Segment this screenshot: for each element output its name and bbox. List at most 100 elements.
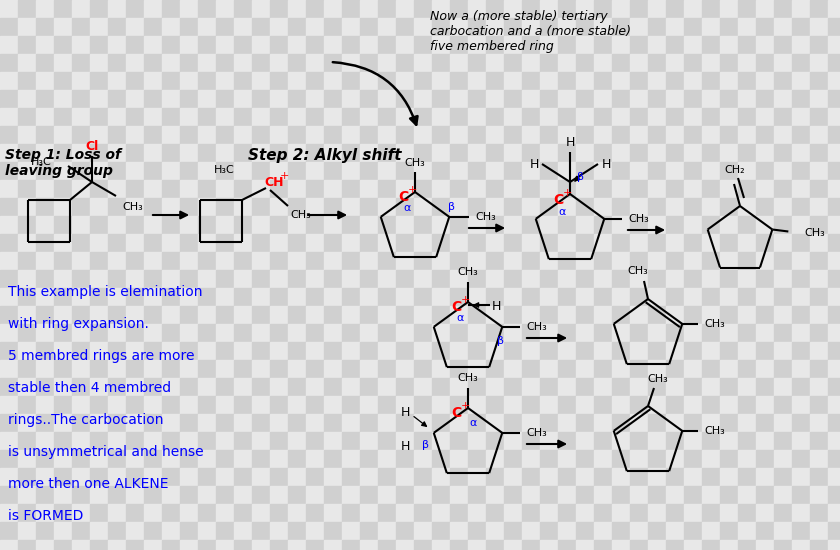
Bar: [756, 432, 774, 450]
Bar: [378, 504, 396, 522]
Bar: [0, 18, 18, 36]
Bar: [324, 0, 342, 18]
Bar: [558, 396, 576, 414]
Bar: [648, 432, 666, 450]
Bar: [738, 216, 756, 234]
Bar: [666, 396, 684, 414]
Bar: [54, 198, 72, 216]
Bar: [576, 396, 594, 414]
Bar: [18, 324, 36, 342]
Bar: [810, 144, 828, 162]
Bar: [576, 288, 594, 306]
Bar: [540, 504, 558, 522]
Bar: [270, 396, 288, 414]
Bar: [54, 360, 72, 378]
Bar: [108, 342, 126, 360]
Bar: [414, 234, 432, 252]
Bar: [54, 144, 72, 162]
Bar: [630, 162, 648, 180]
Text: CH₃: CH₃: [527, 322, 548, 332]
Bar: [198, 504, 216, 522]
Bar: [558, 180, 576, 198]
Bar: [774, 36, 792, 54]
Bar: [54, 486, 72, 504]
Bar: [756, 36, 774, 54]
Bar: [252, 234, 270, 252]
Bar: [234, 522, 252, 540]
Bar: [36, 504, 54, 522]
Bar: [72, 126, 90, 144]
Bar: [288, 360, 306, 378]
Text: α: α: [470, 418, 476, 428]
Bar: [522, 126, 540, 144]
Bar: [90, 324, 108, 342]
Bar: [162, 396, 180, 414]
Text: CH₃: CH₃: [458, 267, 478, 277]
Bar: [36, 252, 54, 270]
Bar: [414, 144, 432, 162]
Bar: [522, 540, 540, 550]
Bar: [666, 234, 684, 252]
Bar: [558, 108, 576, 126]
Bar: [108, 108, 126, 126]
Bar: [576, 450, 594, 468]
Bar: [558, 450, 576, 468]
Bar: [612, 450, 630, 468]
Bar: [234, 72, 252, 90]
Bar: [18, 90, 36, 108]
Bar: [576, 18, 594, 36]
Bar: [738, 144, 756, 162]
Bar: [486, 162, 504, 180]
Bar: [594, 72, 612, 90]
Bar: [342, 198, 360, 216]
Bar: [54, 306, 72, 324]
Bar: [324, 126, 342, 144]
Bar: [450, 36, 468, 54]
Bar: [126, 0, 144, 18]
Bar: [342, 72, 360, 90]
Bar: [756, 324, 774, 342]
Bar: [18, 522, 36, 540]
Bar: [0, 522, 18, 540]
Bar: [702, 144, 720, 162]
Bar: [756, 360, 774, 378]
Bar: [504, 396, 522, 414]
Bar: [504, 126, 522, 144]
Bar: [486, 0, 504, 18]
Bar: [684, 54, 702, 72]
Bar: [36, 360, 54, 378]
Bar: [126, 378, 144, 396]
Bar: [216, 504, 234, 522]
Bar: [522, 54, 540, 72]
Bar: [324, 216, 342, 234]
Bar: [630, 522, 648, 540]
Bar: [522, 198, 540, 216]
Bar: [630, 90, 648, 108]
Bar: [612, 360, 630, 378]
Bar: [468, 450, 486, 468]
Bar: [144, 36, 162, 54]
Bar: [648, 126, 666, 144]
Bar: [126, 180, 144, 198]
Bar: [108, 486, 126, 504]
Bar: [468, 36, 486, 54]
Bar: [720, 306, 738, 324]
Bar: [270, 486, 288, 504]
Bar: [270, 72, 288, 90]
Bar: [0, 216, 18, 234]
Bar: [18, 342, 36, 360]
Bar: [450, 0, 468, 18]
Bar: [270, 504, 288, 522]
Bar: [72, 432, 90, 450]
Bar: [666, 198, 684, 216]
Bar: [378, 18, 396, 36]
Bar: [54, 468, 72, 486]
Bar: [414, 0, 432, 18]
Text: +: +: [460, 295, 470, 305]
Bar: [396, 0, 414, 18]
Bar: [162, 504, 180, 522]
Bar: [234, 252, 252, 270]
Bar: [576, 234, 594, 252]
Bar: [270, 0, 288, 18]
Bar: [72, 324, 90, 342]
